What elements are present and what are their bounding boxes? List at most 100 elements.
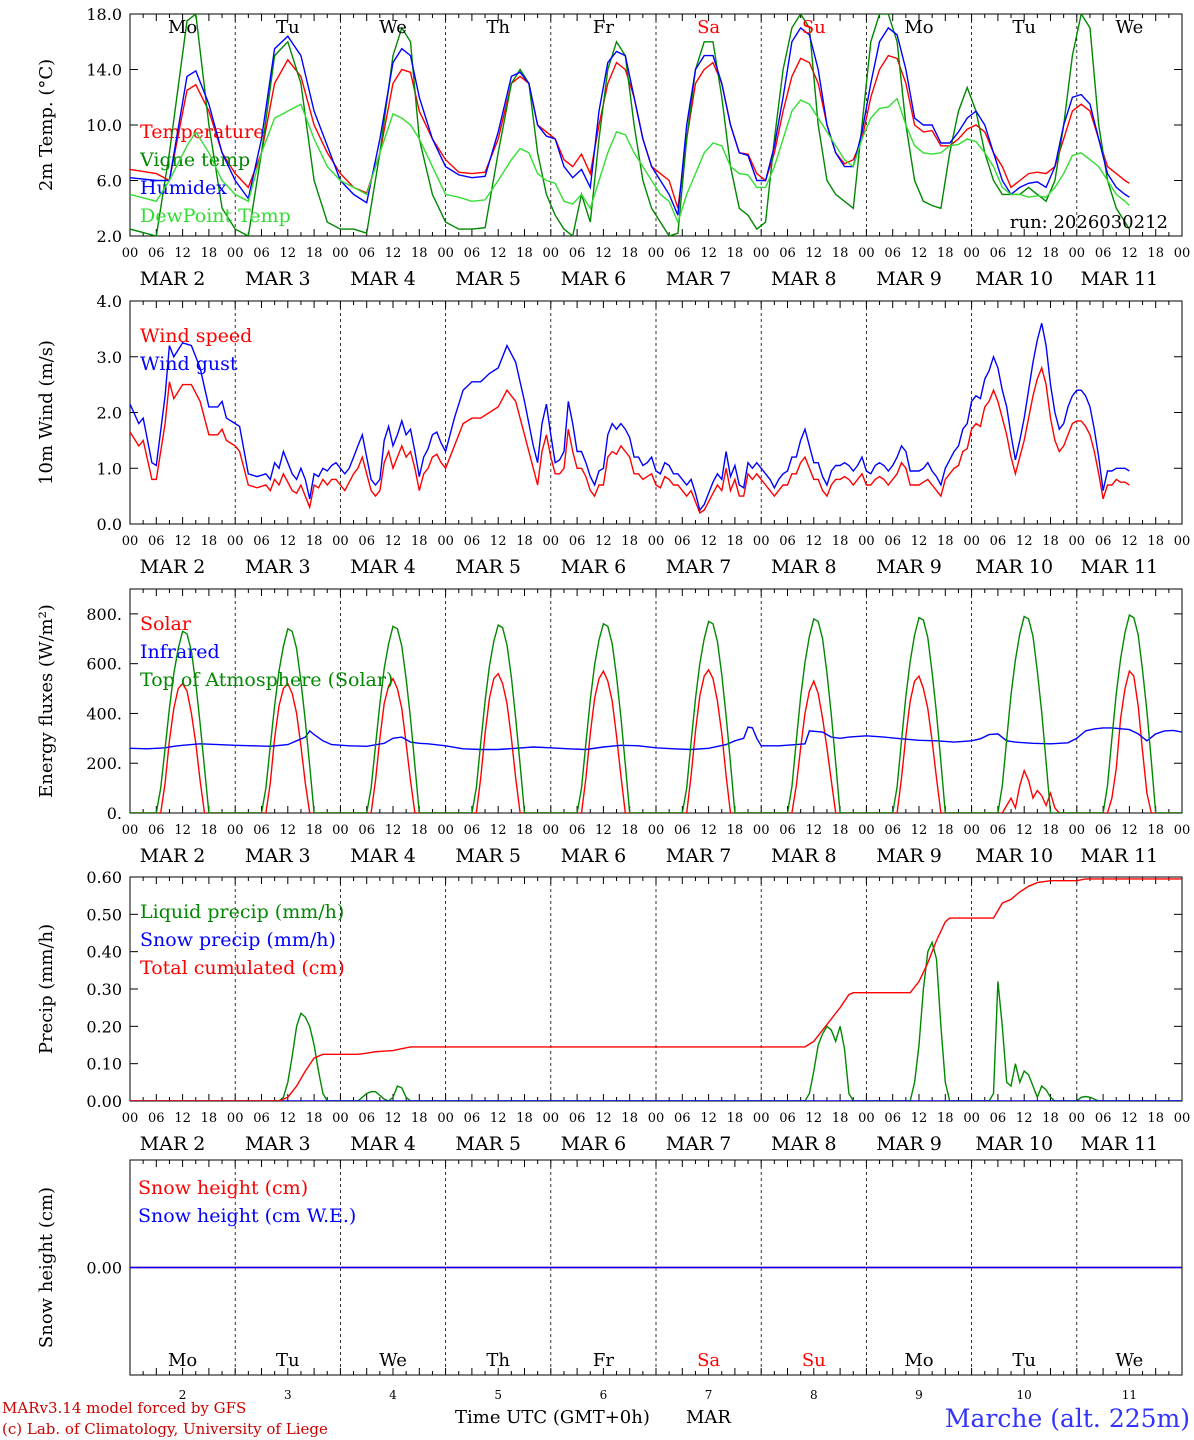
- wind-date-label: MAR 6: [561, 556, 627, 578]
- energy-hour-label: 00: [1174, 823, 1191, 838]
- precip-hour-label: 00: [753, 1111, 770, 1126]
- temp-hour-label: 00: [543, 246, 560, 261]
- day-number-label: 6: [600, 1388, 608, 1402]
- precip-y-tick-label: 0.50: [86, 905, 122, 924]
- wind-hour-label: 06: [1095, 534, 1112, 549]
- energy-hour-label: 06: [464, 823, 481, 838]
- temp-hour-label: 00: [122, 246, 139, 261]
- temp-hour-label: 18: [516, 246, 533, 261]
- weekday-label-top: Su: [802, 17, 826, 38]
- energy-legend-entry: Top of Atmosphere (Solar): [140, 669, 393, 691]
- snow-legend-entry: Snow height (cm W.E.): [138, 1205, 356, 1227]
- temp-hour-label: 06: [779, 246, 796, 261]
- precip-hour-label: 00: [543, 1111, 560, 1126]
- day-number-label: 4: [389, 1388, 397, 1402]
- precip-hour-label: 00: [227, 1111, 244, 1126]
- wind-hour-label: 00: [858, 534, 875, 549]
- temp-date-label: MAR 9: [876, 268, 942, 290]
- precip-hour-label: 12: [595, 1111, 612, 1126]
- energy-date-label: MAR 3: [245, 845, 311, 867]
- precip-series-liquid-precip-mm-h: [130, 940, 1182, 1101]
- precip-date-label: MAR 3: [245, 1133, 311, 1155]
- precip-hour-label: 00: [648, 1111, 665, 1126]
- temp-y-tick-label: 14.0: [86, 61, 122, 80]
- energy-y-axis-title: Energy fluxes (W/m²): [36, 604, 57, 798]
- energy-date-label: MAR 7: [666, 845, 732, 867]
- day-number-label: 11: [1122, 1388, 1137, 1402]
- wind-hour-label: 06: [884, 534, 901, 549]
- wind-hour-label: 12: [595, 534, 612, 549]
- weekday-label-bottom: Tu: [1012, 1350, 1036, 1371]
- energy-hour-label: 00: [332, 823, 349, 838]
- wind-date-label: MAR 4: [350, 556, 416, 578]
- temp-hour-label: 18: [306, 246, 323, 261]
- precip-hour-label: 06: [358, 1111, 375, 1126]
- energy-hour-label: 18: [937, 823, 954, 838]
- temp-hour-label: 18: [727, 246, 744, 261]
- energy-date-label: MAR 10: [975, 845, 1053, 867]
- energy-hour-label: 18: [411, 823, 428, 838]
- precip-hour-label: 18: [727, 1111, 744, 1126]
- weekday-label-bottom: We: [1116, 1350, 1144, 1371]
- temp-hour-label: 06: [990, 246, 1007, 261]
- wind-date-label: MAR 8: [771, 556, 837, 578]
- wind-hour-label: 06: [674, 534, 691, 549]
- energy-y-tick-label: 800.: [86, 605, 122, 624]
- weekday-label-top: Th: [486, 17, 510, 38]
- wind-legend-entry: Wind gust: [140, 353, 238, 375]
- wind-panel: 0.0 1.0 2.0 3.0 4.0 10m Wind (m/s) Wind speed W…: [36, 292, 1190, 578]
- energy-hour-label: 18: [1042, 823, 1059, 838]
- precip-hour-label: 12: [911, 1111, 928, 1126]
- wind-series-wind-speed: [130, 365, 1130, 514]
- wind-hour-label: 18: [937, 534, 954, 549]
- wind-y-tick-label: 3.0: [97, 348, 122, 367]
- energy-hour-label: 12: [1121, 823, 1138, 838]
- precip-date-label: MAR 8: [771, 1133, 837, 1155]
- temp-hour-label: 06: [148, 246, 165, 261]
- energy-hour-label: 00: [1069, 823, 1086, 838]
- energy-series-infrared: [130, 726, 1182, 751]
- temp-date-label: MAR 3: [245, 268, 311, 290]
- energy-hour-label: 18: [516, 823, 533, 838]
- temp-hour-label: 12: [595, 246, 612, 261]
- precip-date-label: MAR 5: [455, 1133, 521, 1155]
- temp-date-label: MAR 5: [455, 268, 521, 290]
- temp-date-label: MAR 4: [350, 268, 416, 290]
- precip-hour-label: 18: [516, 1111, 533, 1126]
- temp-legend-entry: Humidex: [140, 177, 227, 199]
- footer-xaxis-title: Time UTC (GMT+0h): [455, 1407, 650, 1428]
- temp-date-label: MAR 11: [1081, 268, 1159, 290]
- energy-y-tick-label: 600.: [86, 655, 122, 674]
- energy-hour-label: 00: [858, 823, 875, 838]
- precip-hour-label: 12: [174, 1111, 191, 1126]
- precip-date-label: MAR 2: [140, 1133, 206, 1155]
- precip-hour-label: 18: [1147, 1111, 1164, 1126]
- weekday-label-bottom: We: [379, 1350, 407, 1371]
- wind-date-label: MAR 3: [245, 556, 311, 578]
- wind-hour-label: 12: [806, 534, 823, 549]
- wind-hour-label: 06: [990, 534, 1007, 549]
- temp-series-humidex: [130, 26, 1130, 216]
- precip-hour-label: 00: [332, 1111, 349, 1126]
- day-number-label: 8: [810, 1388, 818, 1402]
- temp-hour-label: 12: [911, 246, 928, 261]
- precip-hour-label: 06: [779, 1111, 796, 1126]
- weekday-label-top: Fr: [593, 17, 614, 38]
- energy-hour-label: 06: [779, 823, 796, 838]
- energy-hour-label: 00: [543, 823, 560, 838]
- energy-flux-panel: 0. 200. 400. 600. 800. Energy fluxes (W/m²) So…: [36, 588, 1191, 867]
- day-number-label: 9: [915, 1388, 923, 1402]
- energy-hour-label: 12: [280, 823, 297, 838]
- snow-y-tick-label: 0.00: [86, 1259, 122, 1278]
- wind-hour-label: 18: [1042, 534, 1059, 549]
- wind-hour-label: 00: [332, 534, 349, 549]
- precip-hour-label: 06: [1095, 1111, 1112, 1126]
- wind-date-label: MAR 7: [666, 556, 732, 578]
- footer-lab: (c) Lab. of Climatology, University of L…: [2, 1420, 328, 1438]
- weekday-label-bottom: Fr: [593, 1350, 614, 1371]
- energy-hour-label: 12: [911, 823, 928, 838]
- temp-hour-label: 18: [1042, 246, 1059, 261]
- temp-hour-label: 18: [937, 246, 954, 261]
- wind-series-wind-gust: [130, 323, 1130, 512]
- precip-date-label: MAR 4: [350, 1133, 416, 1155]
